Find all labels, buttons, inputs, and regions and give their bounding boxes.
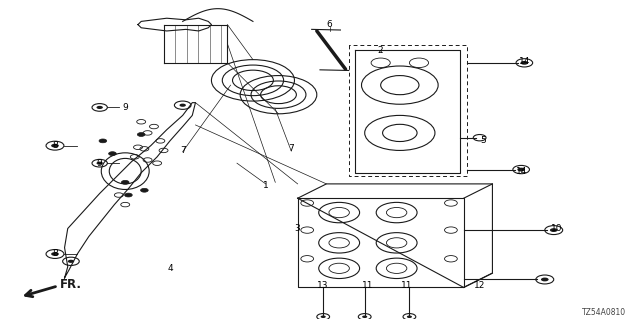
Text: 14: 14: [515, 167, 527, 176]
Text: 11: 11: [362, 281, 374, 290]
Circle shape: [99, 139, 107, 143]
Text: 7: 7: [289, 144, 294, 153]
Circle shape: [407, 316, 412, 318]
Text: 1: 1: [263, 181, 269, 190]
Circle shape: [179, 104, 186, 107]
Circle shape: [550, 228, 557, 232]
Text: 10: 10: [550, 224, 562, 233]
Circle shape: [97, 162, 103, 165]
Circle shape: [51, 252, 59, 256]
Circle shape: [141, 188, 148, 192]
Text: 8: 8: [52, 250, 58, 259]
Circle shape: [541, 277, 548, 281]
Text: 3: 3: [295, 224, 301, 233]
Text: 14: 14: [518, 57, 530, 66]
Circle shape: [125, 193, 132, 197]
Text: 9: 9: [122, 103, 128, 112]
Circle shape: [517, 168, 525, 172]
Circle shape: [109, 152, 116, 156]
Circle shape: [138, 132, 145, 136]
Text: 11: 11: [401, 281, 412, 290]
Circle shape: [51, 144, 59, 148]
Circle shape: [122, 180, 129, 184]
Text: 2: 2: [378, 45, 383, 55]
Text: FR.: FR.: [60, 278, 81, 292]
Text: 9: 9: [97, 159, 102, 168]
Text: TZ54A0810: TZ54A0810: [582, 308, 627, 317]
Text: 8: 8: [52, 141, 58, 150]
Text: 6: 6: [326, 20, 332, 29]
Circle shape: [520, 61, 528, 65]
Text: 13: 13: [317, 281, 329, 290]
Text: 4: 4: [167, 264, 173, 273]
Text: 7: 7: [180, 146, 186, 155]
Text: 12: 12: [474, 281, 485, 290]
Circle shape: [321, 316, 326, 318]
Circle shape: [362, 316, 367, 318]
Text: 5: 5: [480, 136, 486, 145]
Circle shape: [97, 106, 103, 109]
Circle shape: [68, 260, 74, 263]
